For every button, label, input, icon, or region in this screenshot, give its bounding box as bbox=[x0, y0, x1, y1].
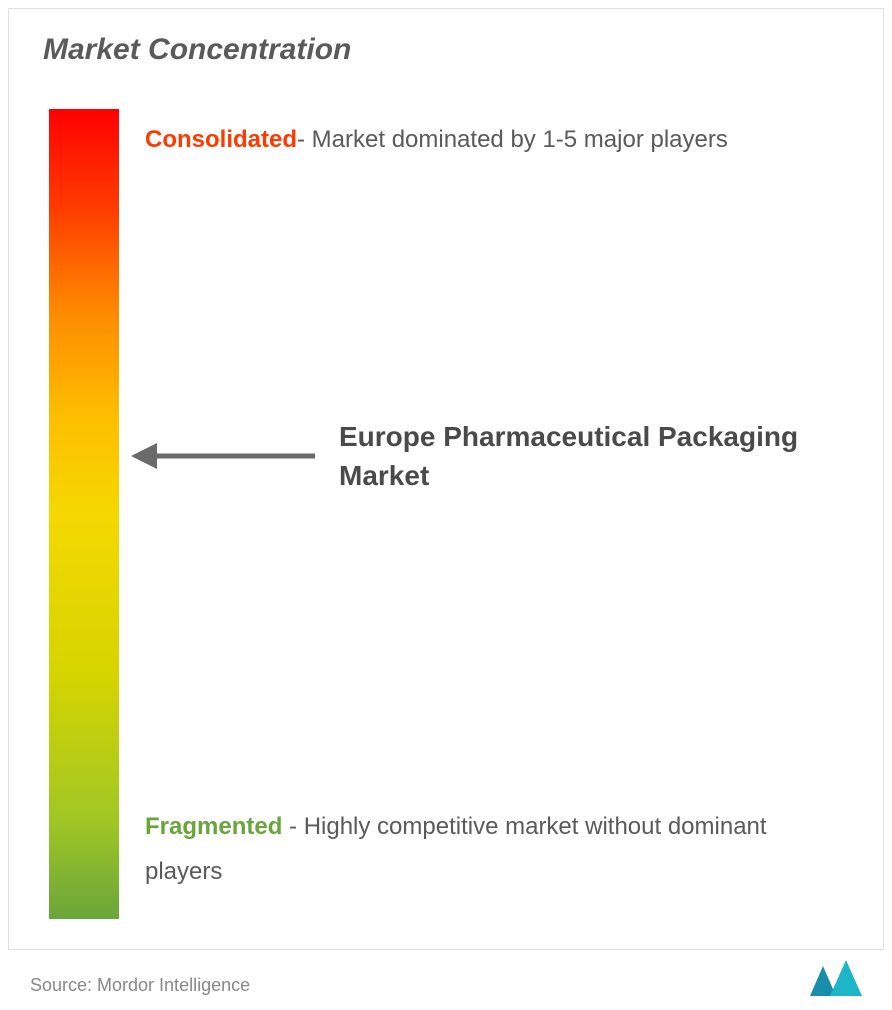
pointer-arrow-icon bbox=[129, 438, 319, 474]
labels-column: Consolidated- Market dominated by 1-5 ma… bbox=[119, 109, 843, 919]
infographic-panel: Market Concentration Consolidated- Marke… bbox=[8, 8, 884, 950]
consolidated-description: - Market dominated by 1-5 major players bbox=[297, 126, 728, 153]
content-area: Consolidated- Market dominated by 1-5 ma… bbox=[49, 109, 843, 919]
concentration-gradient-bar bbox=[49, 109, 119, 919]
market-name: Europe Pharmaceutical Packaging Market bbox=[339, 417, 843, 495]
source-attribution: Source: Mordor Intelligence bbox=[30, 975, 250, 996]
consolidated-keyword: Consolidated bbox=[145, 126, 297, 153]
consolidated-label: Consolidated- Market dominated by 1-5 ma… bbox=[145, 117, 843, 163]
panel-title: Market Concentration bbox=[9, 9, 883, 67]
logo-mark-icon bbox=[810, 960, 862, 996]
fragmented-keyword: Fragmented bbox=[145, 813, 282, 840]
brand-logo bbox=[810, 960, 862, 996]
footer: Source: Mordor Intelligence bbox=[30, 960, 862, 996]
market-pointer-row: Europe Pharmaceutical Packaging Market bbox=[129, 417, 843, 495]
fragmented-label: Fragmented - Highly competitive market w… bbox=[145, 804, 843, 895]
